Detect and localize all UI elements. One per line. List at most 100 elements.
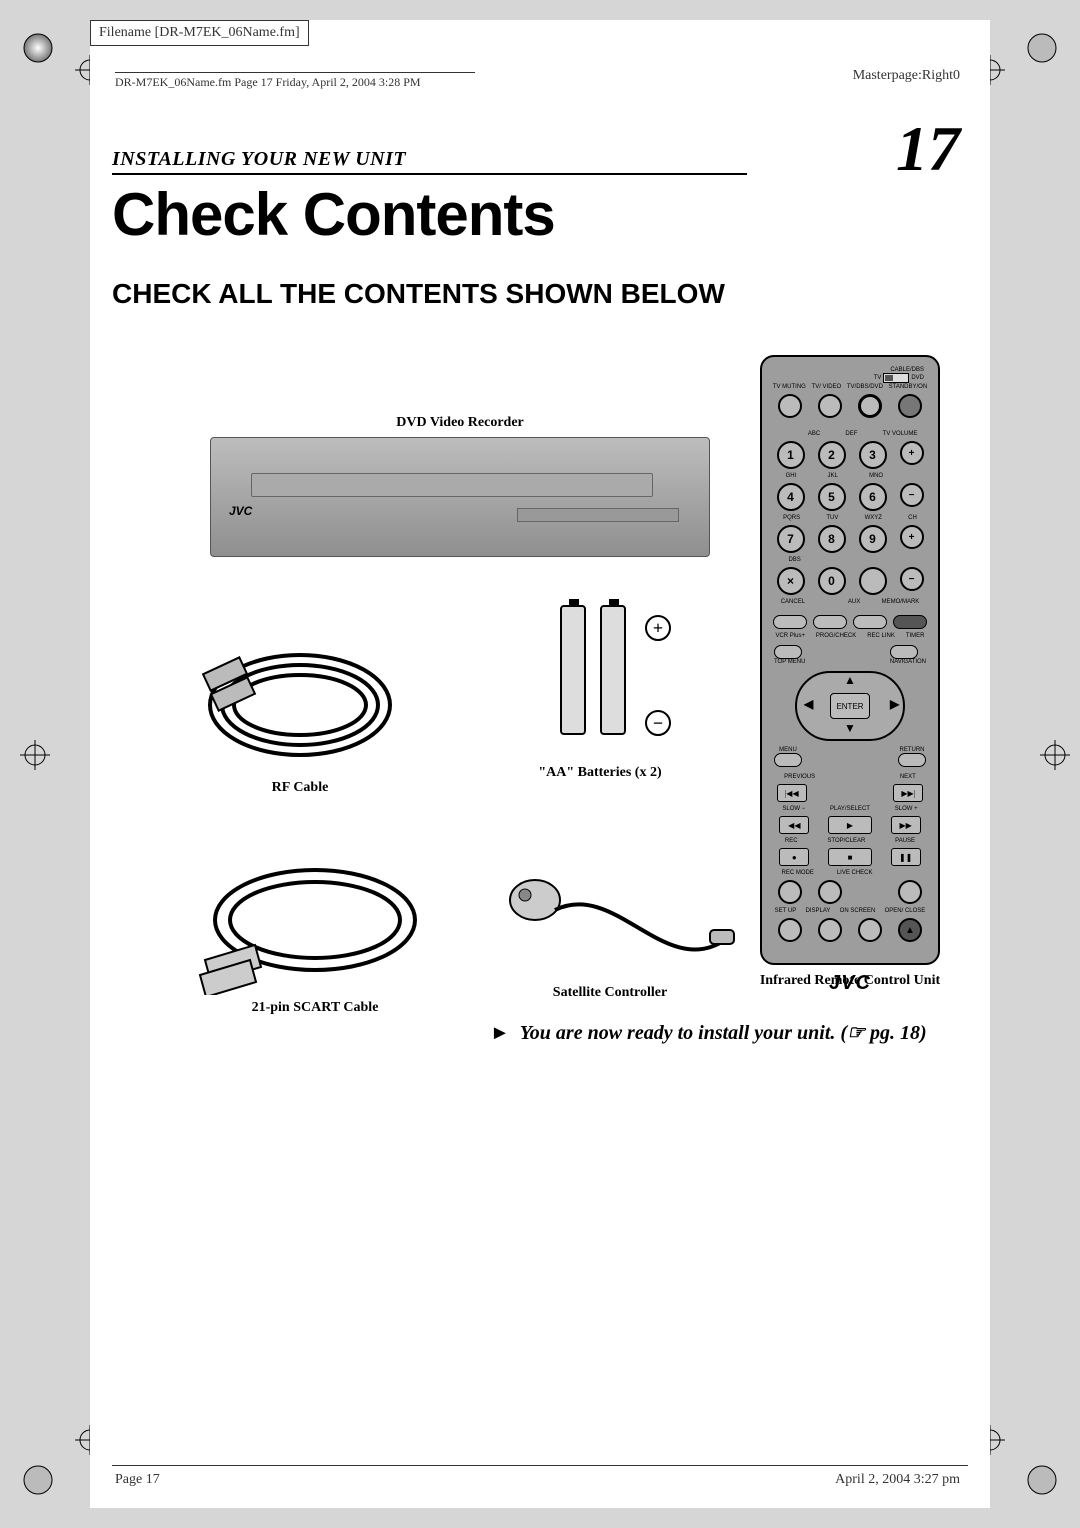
label: WXYZ: [865, 515, 882, 521]
num-6-button: 6: [859, 483, 887, 511]
item-scart-cable: 21-pin SCART Cable: [185, 845, 445, 1016]
caption: "AA" Batteries (x 2): [500, 765, 700, 781]
page-number: 17: [896, 112, 960, 186]
label: RETURN: [898, 747, 926, 753]
arrow-left-icon: ◀: [804, 697, 813, 712]
label: CH: [908, 515, 917, 521]
label: DISPLAY: [805, 908, 830, 914]
item-rf-cable: RF Cable: [185, 635, 415, 796]
ch-down-button: −: [900, 567, 924, 591]
tv-video-button: [818, 394, 842, 418]
jvc-logo: JVC: [229, 504, 252, 518]
item-satellite-controller: Satellite Controller: [485, 870, 735, 1001]
crosshair-icon: [20, 740, 50, 770]
slider-switch: [883, 373, 909, 383]
label: TOP MENU: [774, 659, 805, 665]
label: PREVIOUS: [784, 774, 815, 780]
minus-icon: −: [645, 710, 671, 736]
previous-button: |◀◀: [777, 784, 807, 802]
label: LIVE CHECK: [837, 870, 873, 876]
stop-button: ■: [828, 848, 872, 866]
footer-page: Page 17: [115, 1472, 160, 1488]
crosshair-icon: [1040, 740, 1070, 770]
label: TV: [874, 375, 882, 381]
caption: Satellite Controller: [485, 985, 735, 1001]
caption: 21-pin SCART Cable: [185, 1000, 445, 1016]
label: PLAY/SELECT: [830, 806, 870, 812]
label: SLOW −: [782, 806, 805, 812]
label: PROG/CHECK: [816, 633, 856, 639]
num-0-button: 0: [818, 567, 846, 595]
source-button: [858, 394, 882, 418]
label: REC: [785, 838, 798, 844]
label: PQRS: [783, 515, 800, 521]
livecheck-button: [818, 880, 842, 904]
label: SET UP: [775, 908, 797, 914]
label: DVD: [911, 375, 924, 381]
label: VCR Plus+: [775, 633, 805, 639]
openclose-button: ▲: [898, 918, 922, 942]
label: REC LINK: [867, 633, 895, 639]
scart-cable-illustration: [185, 845, 445, 995]
navigation-button: [890, 645, 918, 659]
ch-up-button: +: [900, 525, 924, 549]
label: STOP/CLEAR: [827, 838, 865, 844]
num-8-button: 8: [818, 525, 846, 553]
label: DEF: [845, 431, 857, 437]
num-4-button: 4: [777, 483, 805, 511]
arrow-up-icon: ▲: [844, 673, 856, 688]
onscreen-button: [858, 918, 882, 942]
rf-cable-illustration: [185, 635, 415, 775]
item-remote-control: CABLE/DBS TV DVD TV MUTING TV/ VIDEO TV/…: [750, 355, 950, 989]
label: NAVIGATION: [890, 659, 926, 665]
tv-muting-button: [778, 394, 802, 418]
num-2-button: 2: [818, 441, 846, 469]
recmode-button: [778, 880, 802, 904]
label: PAUSE: [895, 838, 915, 844]
crop-mark-br: [1000, 1438, 1060, 1498]
num-9-button: 9: [859, 525, 887, 553]
vol-up-button: +: [900, 441, 924, 465]
page-title: Check Contents: [112, 180, 555, 249]
label: MENU: [774, 747, 802, 753]
vcrplus-button: [773, 615, 807, 629]
label: OPEN/ CLOSE: [885, 908, 926, 914]
dvd-recorder-illustration: JVC: [210, 437, 710, 557]
num-1-button: 1: [777, 441, 805, 469]
arrow-right-icon: ▶: [890, 697, 899, 712]
footer-date: April 2, 2004 3:27 pm: [835, 1472, 960, 1488]
label: AUX: [848, 599, 860, 605]
return-button: [898, 753, 926, 767]
page: Filename [DR-M7EK_06Name.fm] DR-M7EK_06N…: [90, 20, 990, 1508]
play-button: ▶: [828, 816, 872, 834]
jvc-logo: JVC: [770, 972, 930, 995]
label: CANCEL: [781, 599, 805, 605]
page-subtitle: CHECK ALL THE CONTENTS SHOWN BELOW: [112, 278, 725, 310]
caption: DVD Video Recorder: [210, 415, 710, 431]
label: MEMO/MARK: [882, 599, 920, 605]
reclink-button: [853, 615, 887, 629]
forward-button: ▶▶: [891, 816, 921, 834]
filename-box: Filename [DR-M7EK_06Name.fm]: [90, 20, 309, 46]
progcheck-button: [813, 615, 847, 629]
footer-rule: [112, 1465, 968, 1466]
label: NEXT: [900, 774, 916, 780]
label: ABC: [808, 431, 820, 437]
next-button: ▶▶|: [893, 784, 923, 802]
label: TV VOLUME: [883, 431, 918, 437]
label: TUV: [826, 515, 838, 521]
menu-button: [774, 753, 802, 767]
topmenu-button: [774, 645, 802, 659]
extra-button: [898, 880, 922, 904]
setup-button: [778, 918, 802, 942]
crop-mark-tr: [1000, 30, 1060, 90]
label: TV MUTING: [773, 384, 806, 390]
crop-mark-bl: [20, 1438, 80, 1498]
label: TV/DBS/DVD: [847, 384, 883, 390]
masterpage-label: Masterpage:Right0: [853, 68, 960, 84]
label: GHI: [786, 473, 797, 479]
item-batteries: + − "AA" Batteries (x 2): [500, 585, 700, 781]
plus-icon: +: [645, 615, 671, 641]
page-info-line: DR-M7EK_06Name.fm Page 17 Friday, April …: [115, 72, 475, 90]
batteries-illustration: + −: [500, 585, 700, 765]
